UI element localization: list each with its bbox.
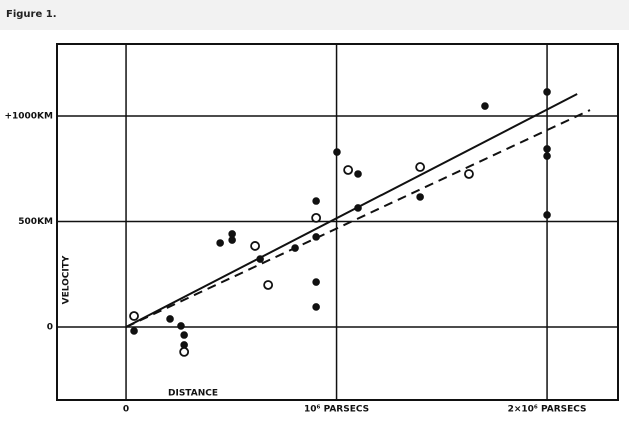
y-tick-label: +1000KM (4, 111, 53, 121)
y-axis-label: VELOCITY (62, 255, 72, 304)
filled-point (312, 303, 320, 311)
x-tick-label: 2×10⁶ PARSECS (508, 405, 587, 415)
filled-point (416, 193, 424, 201)
open-point (311, 212, 322, 223)
filled-point (180, 331, 188, 339)
open-point (129, 311, 139, 321)
filled-point (543, 88, 551, 96)
figure-title: Figure 1. (0, 0, 629, 30)
filled-point (333, 148, 341, 156)
filled-point (216, 239, 224, 247)
chart: DISTANCE VELOCITY 0 10⁶ PARSECS 2×10⁶ PARS… (4, 43, 619, 415)
fit-line (125, 93, 578, 328)
x-tick-label: 10⁶ PARSECS (304, 405, 369, 415)
filled-point (312, 197, 320, 205)
open-point (464, 169, 474, 179)
x-tick-label: 0 (123, 405, 129, 415)
filled-point (481, 102, 489, 110)
open-point (179, 346, 190, 357)
open-point (250, 241, 260, 251)
filled-point (543, 145, 551, 153)
filled-point (543, 211, 551, 219)
open-point (263, 280, 274, 290)
filled-point (166, 315, 174, 323)
x-axis-label: DISTANCE (168, 389, 218, 399)
filled-point (354, 170, 362, 178)
y-tick-label: 0 (47, 322, 53, 332)
y-tick-label: 500KM (18, 217, 53, 227)
open-point (343, 165, 354, 175)
fit-line (125, 109, 591, 328)
filled-point (312, 278, 320, 286)
open-point (415, 162, 426, 172)
filled-point (130, 327, 138, 335)
filled-point (228, 230, 236, 238)
filled-point (543, 152, 551, 160)
filled-point (228, 236, 236, 244)
filled-point (177, 322, 185, 330)
